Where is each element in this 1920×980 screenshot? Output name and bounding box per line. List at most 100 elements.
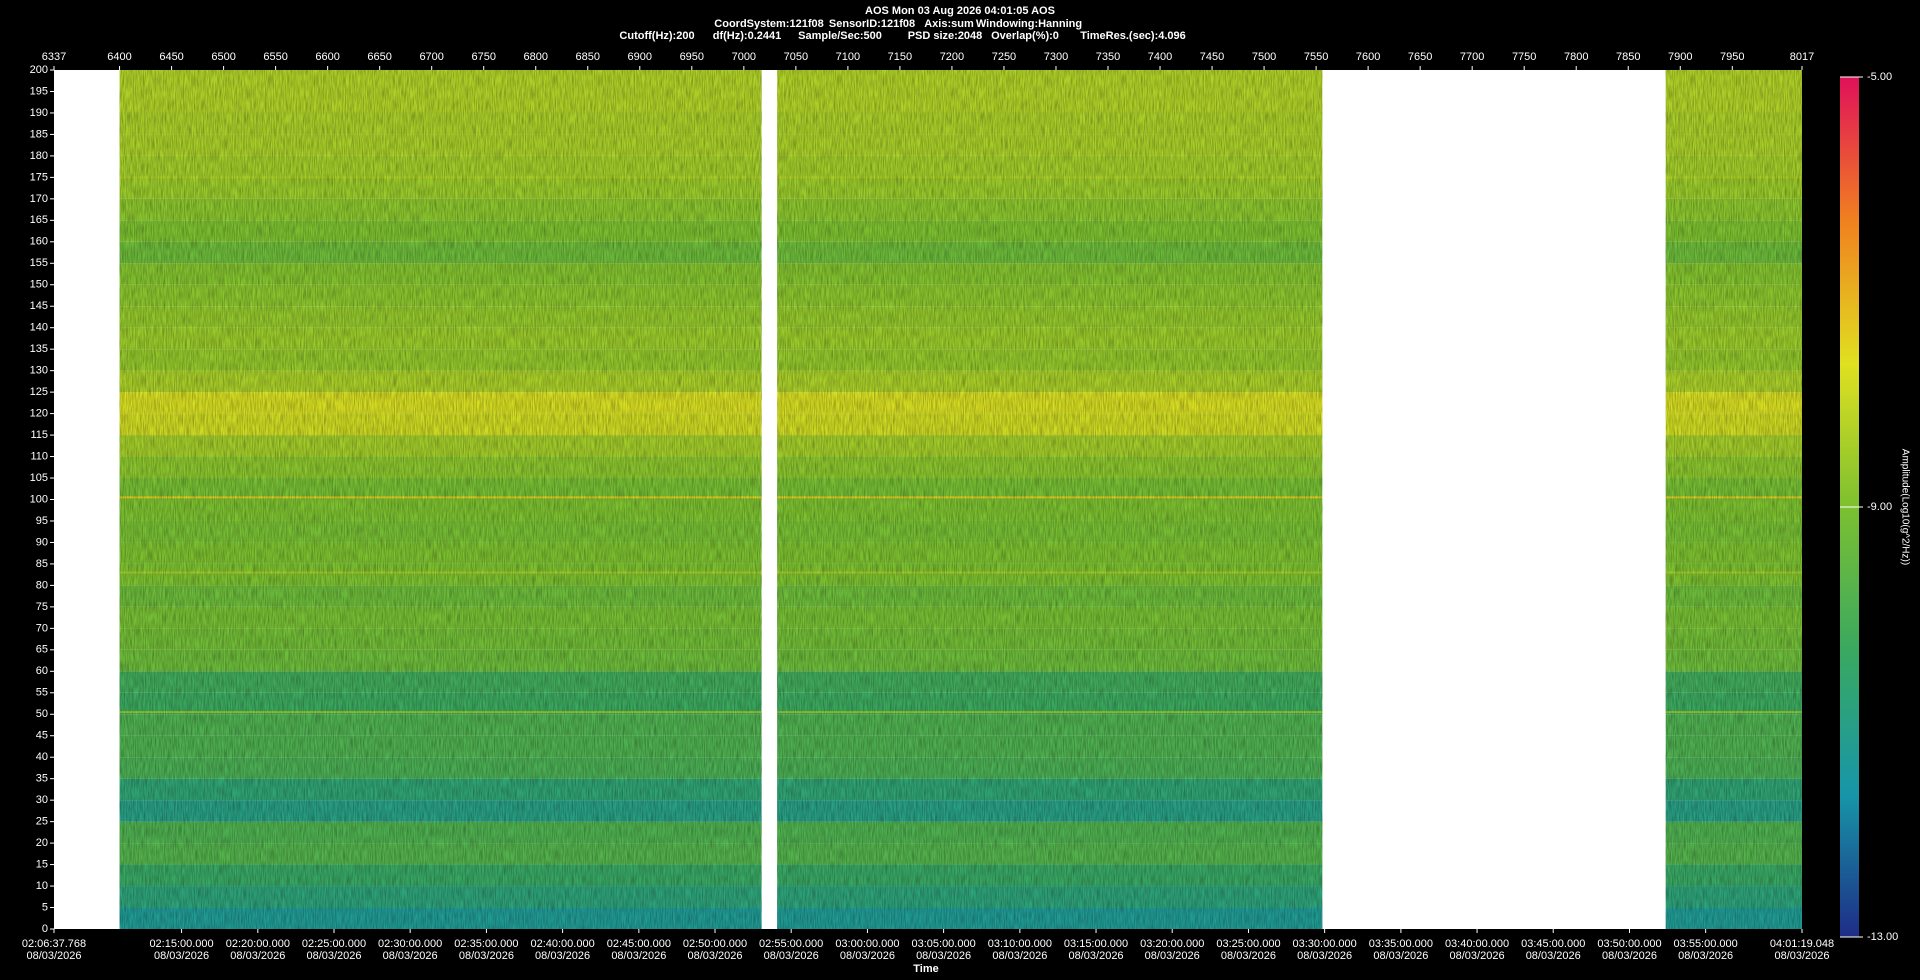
header-parameter: Windowing:Hanning: [976, 18, 1082, 30]
time-tick-date: 08/03/2026: [992, 950, 1047, 962]
time-tick-date: 08/03/2026: [154, 950, 209, 962]
x-axis-label: Time: [913, 963, 938, 975]
y-tick-label: 70: [36, 622, 48, 634]
header-parameter: Cutoff(Hz):200: [619, 30, 694, 42]
time-tick-label: 02:25:00.000: [302, 938, 366, 950]
x-tick-label: 7750: [1512, 51, 1536, 63]
y-tick-label: 0: [42, 923, 48, 935]
colorbar-tick-label: -9.00: [1867, 501, 1892, 513]
colorbar-tick-label: -5.00: [1867, 71, 1892, 83]
y-tick-label: 115: [30, 429, 48, 441]
x-tick-label: 6950: [680, 51, 704, 63]
colorbar-label: Amplitude(Log10(g^2/Hz)): [1899, 449, 1910, 565]
y-tick-label: 85: [36, 558, 48, 570]
x-tick-label: 7450: [1200, 51, 1224, 63]
time-tick-date: 08/03/2026: [1221, 950, 1276, 962]
y-tick-label: 35: [36, 773, 48, 785]
y-tick-label: 60: [36, 665, 48, 677]
time-tick-date: 08/03/2026: [1069, 950, 1124, 962]
time-tick-label: 03:25:00.000: [1216, 938, 1280, 950]
x-tick-label: 7250: [992, 51, 1016, 63]
y-tick-label: 75: [36, 601, 48, 613]
time-tick-label: 04:01:19.048: [1770, 938, 1834, 950]
x-tick-label: 7400: [1148, 51, 1172, 63]
y-tick-label: 10: [36, 880, 48, 892]
time-tick-date: 08/03/2026: [459, 950, 514, 962]
x-tick-label: 6500: [211, 51, 235, 63]
y-tick-label: 160: [30, 236, 48, 248]
x-tick-label: 7550: [1304, 51, 1328, 63]
y-tick-label: 195: [30, 85, 48, 97]
x-tick-label: 6550: [263, 51, 287, 63]
time-tick-date: 08/03/2026: [687, 950, 742, 962]
time-tick-label: 03:50:00.000: [1597, 938, 1661, 950]
x-tick-label: 6450: [159, 51, 183, 63]
y-tick-label: 135: [30, 343, 48, 355]
y-tick-label: 175: [30, 171, 48, 183]
time-tick-label: 02:50:00.000: [683, 938, 747, 950]
y-tick-label: 190: [30, 107, 48, 119]
time-tick-date: 08/03/2026: [306, 950, 361, 962]
x-tick-label: 7300: [1044, 51, 1068, 63]
y-tick-label: 20: [36, 837, 48, 849]
x-tick-label: 7850: [1616, 51, 1640, 63]
x-tick-label: 6900: [628, 51, 652, 63]
colorbar-tick-label: -13.00: [1867, 931, 1898, 943]
y-tick-label: 50: [36, 708, 48, 720]
y-tick-label: 90: [36, 536, 48, 548]
time-tick-date: 08/03/2026: [764, 950, 819, 962]
x-tick-label: 7100: [836, 51, 860, 63]
time-tick-label: 02:45:00.000: [607, 938, 671, 950]
time-tick-date: 08/03/2026: [1602, 950, 1657, 962]
y-tick-label: 185: [30, 128, 48, 140]
y-tick-label: 155: [30, 257, 48, 269]
header-parameter: SensorID:121f08: [829, 18, 915, 30]
y-tick-label: 95: [36, 515, 48, 527]
time-tick-label: 03:10:00.000: [988, 938, 1052, 950]
y-tick-label: 200: [30, 64, 48, 76]
header-parameter: CoordSystem:121f08: [714, 18, 823, 30]
time-tick-label: 03:55:00.000: [1674, 938, 1738, 950]
y-tick-label: 65: [36, 644, 48, 656]
time-tick-label: 03:35:00.000: [1369, 938, 1433, 950]
time-tick-date: 08/03/2026: [1450, 950, 1505, 962]
x-tick-label: 7200: [940, 51, 964, 63]
time-tick-date: 08/03/2026: [1145, 950, 1200, 962]
x-tick-label: 6800: [523, 51, 547, 63]
time-tick-date: 08/03/2026: [230, 950, 285, 962]
y-tick-label: 55: [36, 687, 48, 699]
time-tick-date: 08/03/2026: [1526, 950, 1581, 962]
time-tick-label: 02:55:00.000: [759, 938, 823, 950]
x-tick-label: 7650: [1408, 51, 1432, 63]
time-tick-date: 08/03/2026: [611, 950, 666, 962]
x-tick-label: 6650: [367, 51, 391, 63]
time-tick-label: 03:40:00.000: [1445, 938, 1509, 950]
x-tick-label: 7900: [1668, 51, 1692, 63]
x-tick-label: 7000: [732, 51, 756, 63]
y-tick-label: 180: [30, 150, 48, 162]
x-tick-label: 7600: [1356, 51, 1380, 63]
x-tick-label: 6700: [419, 51, 443, 63]
x-tick-label: 6337: [42, 51, 66, 63]
y-tick-label: 125: [30, 386, 48, 398]
time-tick-date: 08/03/2026: [383, 950, 438, 962]
noise-texture: [1665, 70, 1802, 929]
y-tick-label: 105: [30, 472, 48, 484]
time-tick-date: 08/03/2026: [1774, 950, 1829, 962]
y-tick-label: 5: [42, 901, 48, 913]
y-tick-label: 30: [36, 794, 48, 806]
time-tick-label: 02:06:37.768: [22, 938, 86, 950]
time-tick-label: 03:05:00.000: [911, 938, 975, 950]
time-tick-label: 03:45:00.000: [1521, 938, 1585, 950]
time-tick-label: 03:20:00.000: [1140, 938, 1204, 950]
time-tick-date: 08/03/2026: [916, 950, 971, 962]
time-tick-label: 03:00:00.000: [835, 938, 899, 950]
x-tick-label: 6400: [107, 51, 131, 63]
header-parameter: TimeRes.(sec):4.096: [1080, 30, 1186, 42]
time-tick-date: 08/03/2026: [1678, 950, 1733, 962]
y-tick-label: 110: [30, 450, 48, 462]
x-tick-label: 6600: [315, 51, 339, 63]
noise-texture: [777, 70, 1323, 929]
header-parameter: Overlap(%):0: [991, 30, 1059, 42]
y-tick-label: 140: [30, 322, 48, 334]
